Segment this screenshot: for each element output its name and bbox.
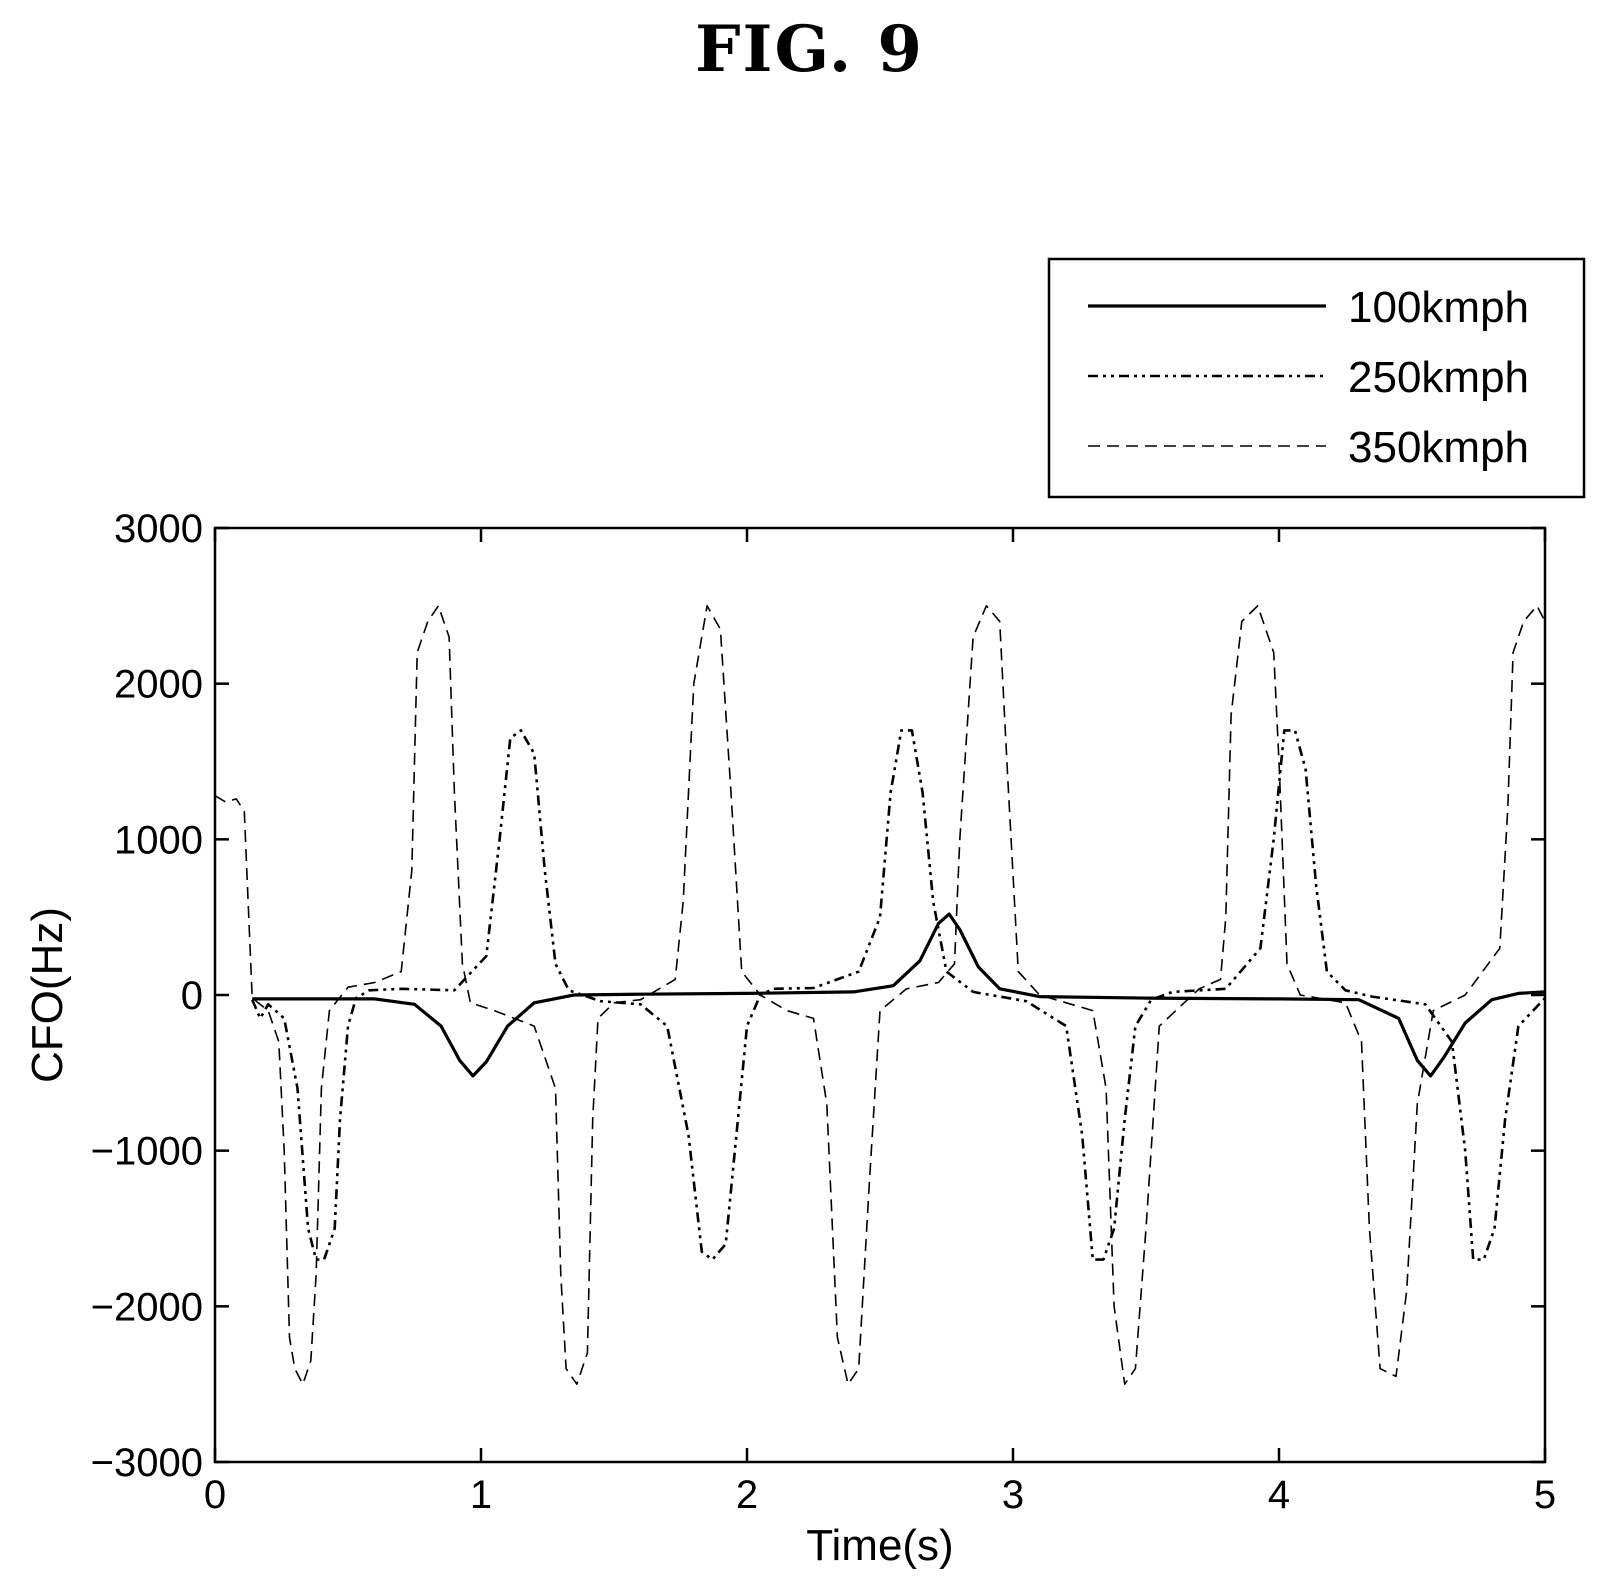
x-tick-label: 2 [736,1473,758,1517]
legend-label-100kmph: 100kmph [1348,283,1529,332]
axis-ticks: 0 1 2 3 4 5 3000 2000 1000 0 −1000 −2000 −3000 [91,507,1556,1517]
y-tick-label: 2000 [114,663,203,707]
x-tick-label: 4 [1268,1473,1290,1517]
legend: 100kmph 250kmph 350kmph [1047,257,1586,499]
x-tick-label: 5 [1534,1473,1556,1517]
series-line-250kmph [251,729,1546,1261]
series-layer [214,605,1546,1385]
figure-title: FIG. 9 [695,12,924,87]
legend-box [1047,257,1586,499]
x-tick-label: 0 [204,1473,226,1517]
y-tick-label: 3000 [114,507,203,551]
y-axis-label: CFO(Hz) [23,907,72,1083]
y-tick-label: −2000 [91,1285,203,1329]
x-tick-label: 3 [1002,1473,1024,1517]
legend-label-250kmph: 250kmph [1348,353,1529,402]
x-tick-label: 1 [470,1473,492,1517]
y-tick-label: 0 [181,974,203,1018]
plot-area-frame [213,526,1547,1464]
legend-label-350kmph: 350kmph [1348,423,1529,472]
x-axis-label: Time(s) [806,1521,953,1570]
series-line-350kmph [214,605,1546,1385]
y-tick-label: 1000 [114,818,203,862]
series-line-100kmph [252,912,1546,1078]
y-tick-label: −1000 [91,1130,203,1174]
y-tick-label: −3000 [91,1441,203,1485]
